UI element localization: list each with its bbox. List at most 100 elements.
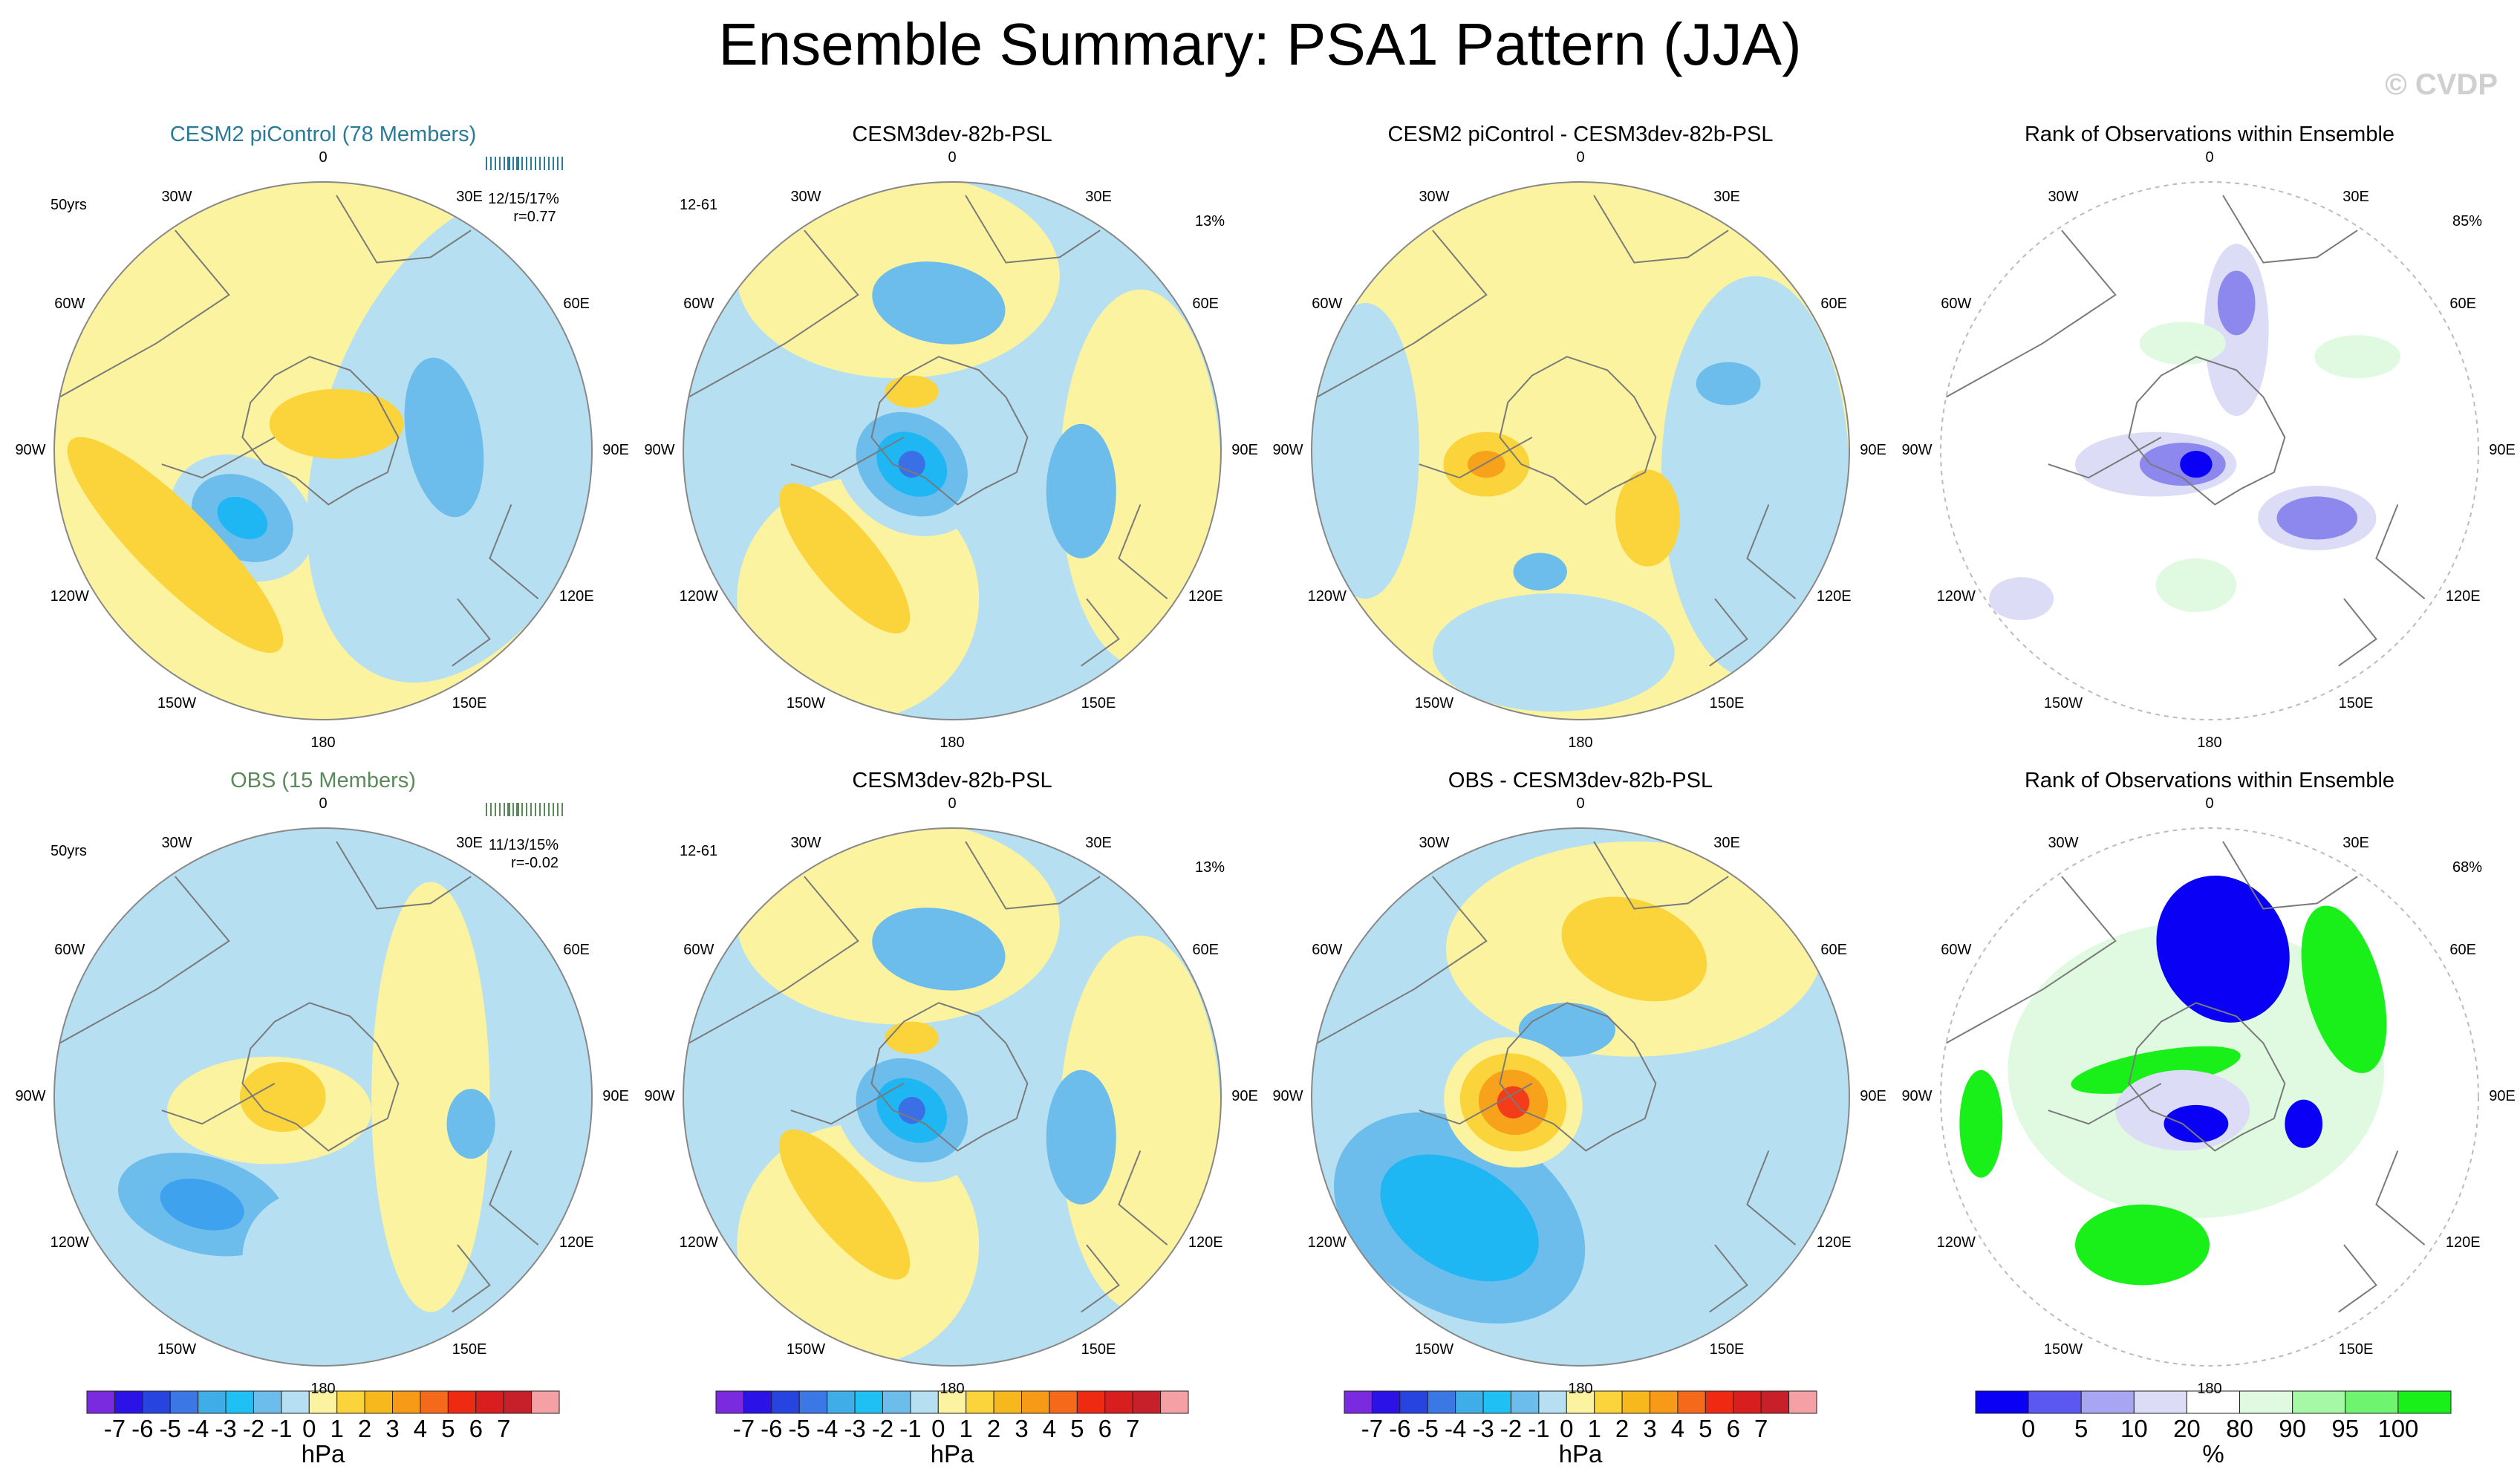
longitude-label: 60W	[1312, 296, 1343, 312]
map-boundary	[1940, 827, 2479, 1367]
high-pressure-region	[885, 1021, 939, 1055]
continent-coastline	[1945, 229, 2117, 398]
longitude-label: 120W	[50, 1234, 89, 1251]
low-pressure-core	[1046, 423, 1116, 558]
map-boundary	[1311, 181, 1850, 720]
longitude-label: 150W	[1414, 1341, 1454, 1358]
anom-colorbar-tick-label: 1	[1587, 1415, 1601, 1442]
peninsula-coastline	[161, 437, 276, 479]
cvdp-credit: © CVDP	[2385, 68, 2498, 101]
longitude-label: 120E	[559, 1234, 594, 1251]
rank-colorbar-swatch	[2345, 1390, 2399, 1414]
rank-highest-region	[2075, 1204, 2210, 1286]
longitude-label: 120W	[1307, 588, 1347, 605]
panel-title-p21: OBS (15 Members)	[230, 769, 416, 792]
rank-lowest-region	[2164, 1104, 2229, 1143]
high-pressure-region	[779, 1129, 911, 1280]
anom-colorbar-tick-label: 3	[1643, 1415, 1657, 1442]
longitude-label: 0	[319, 795, 328, 812]
antarctica-coastline	[1499, 356, 1657, 506]
longitude-label: 150E	[1081, 695, 1116, 712]
longitude-label: 150E	[1081, 1341, 1116, 1358]
anom-colorbar-swatch	[531, 1390, 560, 1414]
continent-coastline	[336, 841, 472, 910]
antarctica-coastline	[870, 356, 1029, 506]
longitude-label: 60W	[683, 296, 714, 312]
anom-colorbar-swatch	[1733, 1390, 1762, 1414]
anom-colorbar-tick-label: -4	[186, 1415, 209, 1442]
high-pressure-region	[1059, 289, 1221, 666]
longitude-label: 90W	[1272, 1088, 1303, 1104]
anom-colorbar-swatch	[198, 1390, 227, 1414]
longitude-label: 30E	[2342, 188, 2369, 205]
rank-high-region	[2155, 558, 2237, 613]
anom-colorbar-tick-label: 1	[959, 1415, 973, 1442]
anom-colorbar-tick-label: -3	[844, 1415, 866, 1442]
rank-colorbar-tick-label: 80	[2226, 1415, 2253, 1442]
peninsula-coastline	[1419, 437, 1533, 479]
anom-colorbar-swatch	[1677, 1390, 1706, 1414]
anom-colorbar-swatch	[225, 1390, 254, 1414]
longitude-label: 60E	[1820, 296, 1847, 312]
longitude-label: 150E	[2338, 1341, 2374, 1358]
anom-colorbar-tick-label: 4	[1042, 1415, 1057, 1442]
low-pressure-core	[404, 357, 484, 518]
anom-colorbar-swatch	[1760, 1390, 1790, 1414]
anom-colorbar-tick-label: -1	[899, 1415, 922, 1442]
longitude-label: 60W	[54, 942, 85, 958]
anom-colorbar-swatch	[1399, 1390, 1428, 1414]
anom-colorbar-tick-label: -6	[761, 1415, 783, 1442]
anom-colorbar-tick-label: 5	[441, 1415, 455, 1442]
longitude-label: 0	[948, 149, 957, 166]
continent-coastline	[489, 504, 539, 599]
anom-colorbar-tick-label: -2	[242, 1415, 265, 1442]
anom-colorbar-swatch	[1538, 1390, 1567, 1414]
longitude-label: 150E	[1709, 1341, 1745, 1358]
continent-coastline	[1316, 229, 1488, 398]
rank-colorbar-tick-label: 10	[2120, 1415, 2148, 1442]
anom-colorbar-swatch	[1788, 1390, 1817, 1414]
longitude-label: 90W	[1272, 442, 1303, 458]
continent-coastline	[2222, 195, 2358, 264]
anom-colorbar-tick-label: 7	[496, 1415, 511, 1442]
longitude-label: 60E	[1820, 942, 1847, 958]
longitude-label: 60E	[1192, 942, 1219, 958]
longitude-label: 180	[940, 735, 965, 751]
high-pressure-region	[1561, 896, 1707, 1002]
anom-colorbar-swatch	[771, 1390, 800, 1414]
rank-highest-region	[1959, 1069, 2003, 1178]
map-field	[1941, 828, 2478, 1366]
anom-colorbar-tick-label: -5	[1416, 1415, 1439, 1442]
pattern-percent: 13%	[1195, 213, 1225, 229]
longitude-label: 90W	[1901, 442, 1933, 458]
longitude-label: 0	[1576, 149, 1585, 166]
longitude-label: 120E	[1816, 1234, 1852, 1251]
anom-colorbar-tick-label: 2	[986, 1415, 1001, 1442]
rank-colorbar-swatch	[2397, 1390, 2452, 1414]
longitude-label: 60E	[563, 942, 590, 958]
anom-colorbar-swatch	[1132, 1390, 1162, 1414]
map-field	[54, 182, 592, 720]
longitude-label: 90W	[15, 442, 46, 458]
longitude-label: 90W	[644, 442, 675, 458]
anom-colorbar-tick-label: 3	[1015, 1415, 1029, 1442]
continent-coastline	[1593, 195, 1729, 264]
anom-colorbar-tick-label: -6	[1389, 1415, 1411, 1442]
period-label: 50yrs	[51, 197, 87, 213]
continent-coastline	[1945, 876, 2117, 1044]
continent-coastline	[452, 598, 491, 667]
anom-colorbar-tick-label: -7	[103, 1415, 126, 1442]
anom-colorbar-swatch	[1076, 1390, 1106, 1414]
longitude-label: 150E	[1709, 695, 1745, 712]
longitude-label: 30E	[2342, 834, 2369, 851]
rank-low-region	[1989, 577, 2054, 621]
anom-colorbar-tick-label: -6	[131, 1415, 154, 1442]
anom-colorbar-unit: hPa	[930, 1440, 974, 1468]
peninsula-coastline	[2048, 1083, 2162, 1125]
map-boundary	[683, 827, 1222, 1367]
longitude-label: 150W	[2043, 1341, 2083, 1358]
longitude-label: 180	[1568, 735, 1593, 751]
longitude-label: 60E	[2449, 942, 2476, 958]
variance-stats: 11/13/15%	[488, 837, 559, 853]
longitude-label: 120E	[2445, 588, 2481, 605]
